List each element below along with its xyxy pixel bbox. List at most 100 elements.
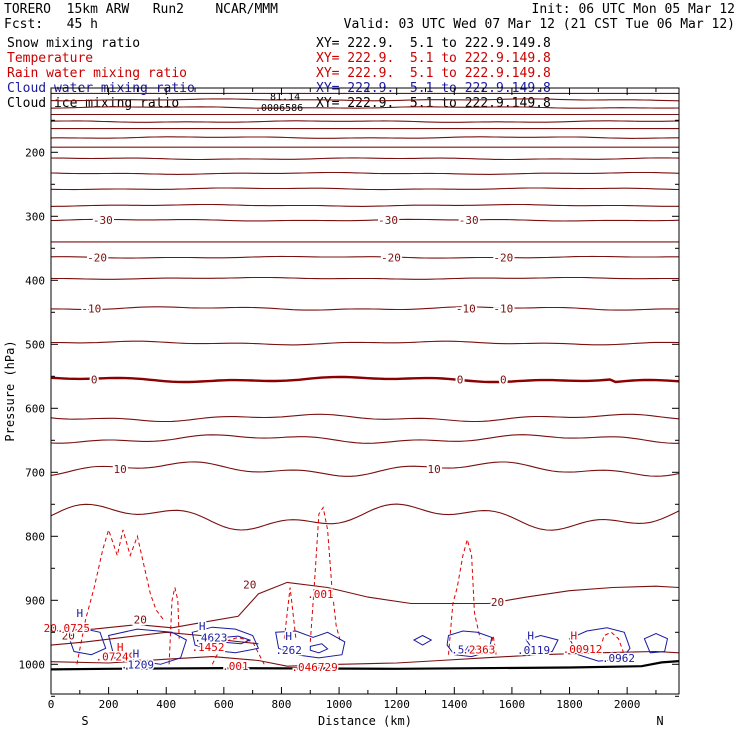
- cloud-water-contours: [67, 626, 669, 665]
- header-line2-right: Valid: 03 UTC Wed 07 Mar 12 (21 CST Tue …: [343, 17, 735, 32]
- cloud-contour-line: [643, 633, 669, 654]
- extremum-label: H: [199, 620, 206, 633]
- y-tick-label: 400: [25, 274, 45, 287]
- isotherm-label: -20: [87, 251, 107, 264]
- field-temperature-xy: XY= 222.9. 5.1 to 222.9.149.8: [316, 51, 551, 66]
- isotherm-label: -10: [456, 302, 476, 315]
- cloud-contour-line: [568, 627, 631, 662]
- warm-isotherm-label: 20: [134, 614, 147, 627]
- isotherm-label: -10: [81, 302, 101, 315]
- north-end-label: N: [656, 714, 663, 728]
- isotherm-label: -20: [493, 251, 513, 264]
- y-axis-label: Pressure (hPa): [3, 340, 17, 441]
- isotherm-label: -30: [459, 214, 479, 227]
- isotherm-line: [50, 106, 680, 109]
- rain-contour-line: [448, 537, 481, 655]
- cloud-contour-line: [309, 643, 329, 654]
- isotherm-line: [50, 187, 680, 191]
- header-line1-right: Init: 06 UTC Mon 05 Mar 12: [531, 2, 736, 17]
- isotherm-line: [50, 157, 680, 161]
- isotherm-line: [50, 434, 679, 444]
- cloud-contour-line: [446, 630, 493, 658]
- x-axis-label: Distance (km): [318, 714, 412, 728]
- isotherm-line: [51, 340, 680, 346]
- isotherm-line: [50, 171, 680, 175]
- x-tick-label: 400: [156, 698, 176, 711]
- rain-contour-label: .001: [307, 588, 334, 601]
- warm-isotherm-label: 20: [491, 596, 504, 609]
- warm-isotherm-line: [50, 581, 680, 632]
- isotherm-line: [51, 306, 679, 311]
- isotherm-line: [50, 276, 679, 280]
- isotherm-line: [50, 136, 679, 139]
- extremum-label: .046729: [291, 661, 337, 674]
- isotherm-line: [50, 203, 679, 207]
- axes: 0 200 400 600 800 1000 1200 1400 1600 1800 2000200…: [3, 87, 680, 728]
- inset-label: .0006586: [255, 103, 303, 114]
- inset-label: 81.14: [270, 92, 300, 103]
- isotherm-line: [50, 461, 680, 477]
- cloud-contour-line: [107, 628, 188, 665]
- extremum-label: H: [571, 630, 578, 643]
- isotherm-label: 0: [457, 374, 464, 387]
- isotherm-line: [50, 120, 679, 123]
- rain-contour-label: .001: [222, 660, 249, 673]
- extremum-label: H: [133, 647, 140, 660]
- extremum-label: .1452: [191, 641, 224, 654]
- cloud-contour-line: [412, 634, 433, 646]
- cloud-contour-line: [67, 628, 107, 656]
- isotherm-label: 0: [500, 374, 507, 387]
- extremum-label: .00912: [563, 643, 603, 656]
- cloud-contour-line: [525, 634, 559, 654]
- south-end-label: S: [81, 714, 88, 728]
- isotherm-label: 0: [91, 374, 98, 387]
- rain-contour-line: [76, 528, 164, 665]
- isotherm-label: -20: [381, 251, 401, 264]
- rain-contour-line: [597, 631, 625, 655]
- x-tick-label: 0: [48, 698, 55, 711]
- field-snow-xy: XY= 222.9. 5.1 to 222.9.149.8: [316, 36, 551, 51]
- y-tick-label: 500: [25, 338, 45, 351]
- x-tick-label: 1200: [383, 698, 410, 711]
- isotherm-line: [50, 503, 680, 531]
- x-tick-label: 800: [272, 698, 292, 711]
- cloud-contour-line: [222, 635, 252, 645]
- cloud-contour-line: [275, 630, 346, 659]
- extremum-label: .262: [275, 644, 302, 657]
- x-tick-label: 1600: [499, 698, 526, 711]
- field-snow-label: Snow mixing ratio: [7, 36, 141, 51]
- extremum-label: H: [527, 630, 534, 643]
- extremum-label: .072491: [96, 651, 142, 664]
- rain-contours: [76, 506, 625, 665]
- warm-isotherm-line: [50, 650, 680, 667]
- extremum-label: .1209: [121, 658, 154, 671]
- extremum-label: 20.0725: [44, 622, 90, 635]
- y-tick-label: 300: [25, 210, 45, 223]
- terrain-surface-line: [50, 660, 680, 671]
- x-tick-label: 2000: [614, 698, 641, 711]
- isotherm-label: -30: [93, 214, 113, 227]
- x-tick-label: 200: [99, 698, 119, 711]
- x-tick-label: 1000: [326, 698, 353, 711]
- extremum-label: .0119: [517, 644, 550, 657]
- field-rain-xy: XY= 222.9. 5.1 to 222.9.149.8: [316, 66, 551, 81]
- terrain-line: [50, 660, 680, 671]
- rain-contour-line: [168, 587, 180, 665]
- extremum-label: H: [285, 630, 292, 643]
- plot-frame: [50, 87, 680, 695]
- rain-contour-line: [283, 587, 297, 639]
- isotherm-label: -30: [378, 214, 398, 227]
- isotherm-line: [50, 255, 679, 259]
- extremum-label: .4623: [194, 631, 227, 644]
- temperature-contours: [50, 92, 680, 667]
- isotherm-line: [50, 98, 680, 102]
- x-tick-label: 1400: [441, 698, 468, 711]
- y-tick-label: 700: [25, 466, 45, 479]
- y-tick-label: 800: [25, 530, 45, 543]
- extremum-label: .545: [451, 644, 478, 657]
- isotherm-label: -10: [493, 302, 513, 315]
- isotherm-label: 10: [428, 463, 441, 476]
- rain-contour-line: [309, 506, 341, 643]
- warm-isotherm-label: 20: [62, 630, 75, 643]
